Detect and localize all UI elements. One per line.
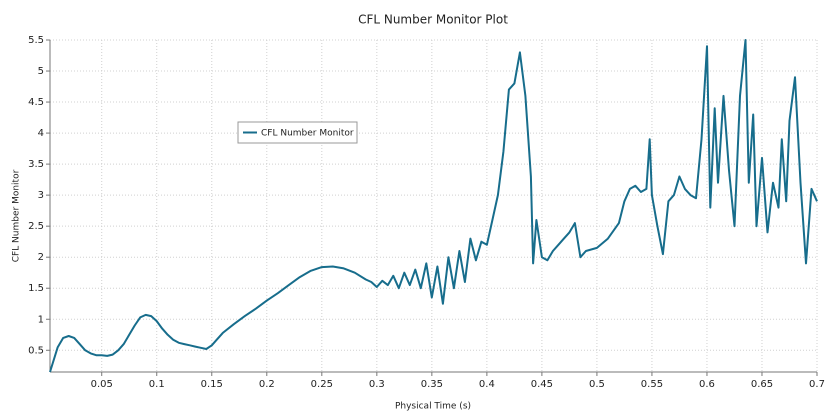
- y-tick-label: 1.5: [28, 283, 44, 294]
- y-tick-label: 2.5: [28, 221, 44, 232]
- x-tick-label: 0.6: [699, 379, 715, 390]
- y-tick-label: 0.5: [28, 345, 44, 356]
- y-tick-label: 4.5: [28, 97, 44, 108]
- data-line: [49, 39, 818, 373]
- x-tick-label: 0.35: [421, 379, 443, 390]
- legend-box: [237, 121, 358, 144]
- x-tick-label: 0.4: [479, 379, 495, 390]
- x-tick-label: 0.5: [589, 379, 605, 390]
- y-axis-label: CFL Number Monitor: [12, 169, 22, 262]
- legend-label: CFL Number Monitor: [261, 129, 354, 139]
- x-tick-label: 0.7: [809, 379, 825, 390]
- chart-title: CFL Number Monitor Plot: [358, 13, 508, 27]
- x-tick-label: 0.15: [201, 379, 223, 390]
- y-tick-label: 3: [38, 190, 44, 201]
- y-tick-label: 4: [38, 128, 44, 139]
- x-tick-label: 0.3: [369, 379, 385, 390]
- x-tick-label: 0.25: [311, 379, 333, 390]
- x-tick-label: 0.55: [641, 379, 663, 390]
- y-tick-label: 1: [38, 314, 44, 325]
- x-tick-label: 0.05: [91, 379, 113, 390]
- y-tick-label: 5: [38, 66, 44, 77]
- x-tick-label: 0.1: [149, 379, 165, 390]
- legend: CFL Number Monitor: [237, 121, 358, 144]
- y-tick-label: 5.5: [28, 35, 44, 46]
- y-tick-label: 2: [38, 252, 44, 263]
- y-tick-label: 3.5: [28, 159, 44, 170]
- x-tick-label: 0.2: [259, 379, 275, 390]
- x-axis-label: Physical Time (s): [395, 402, 471, 412]
- x-tick-label: 0.45: [531, 379, 553, 390]
- x-tick-label: 0.65: [751, 379, 773, 390]
